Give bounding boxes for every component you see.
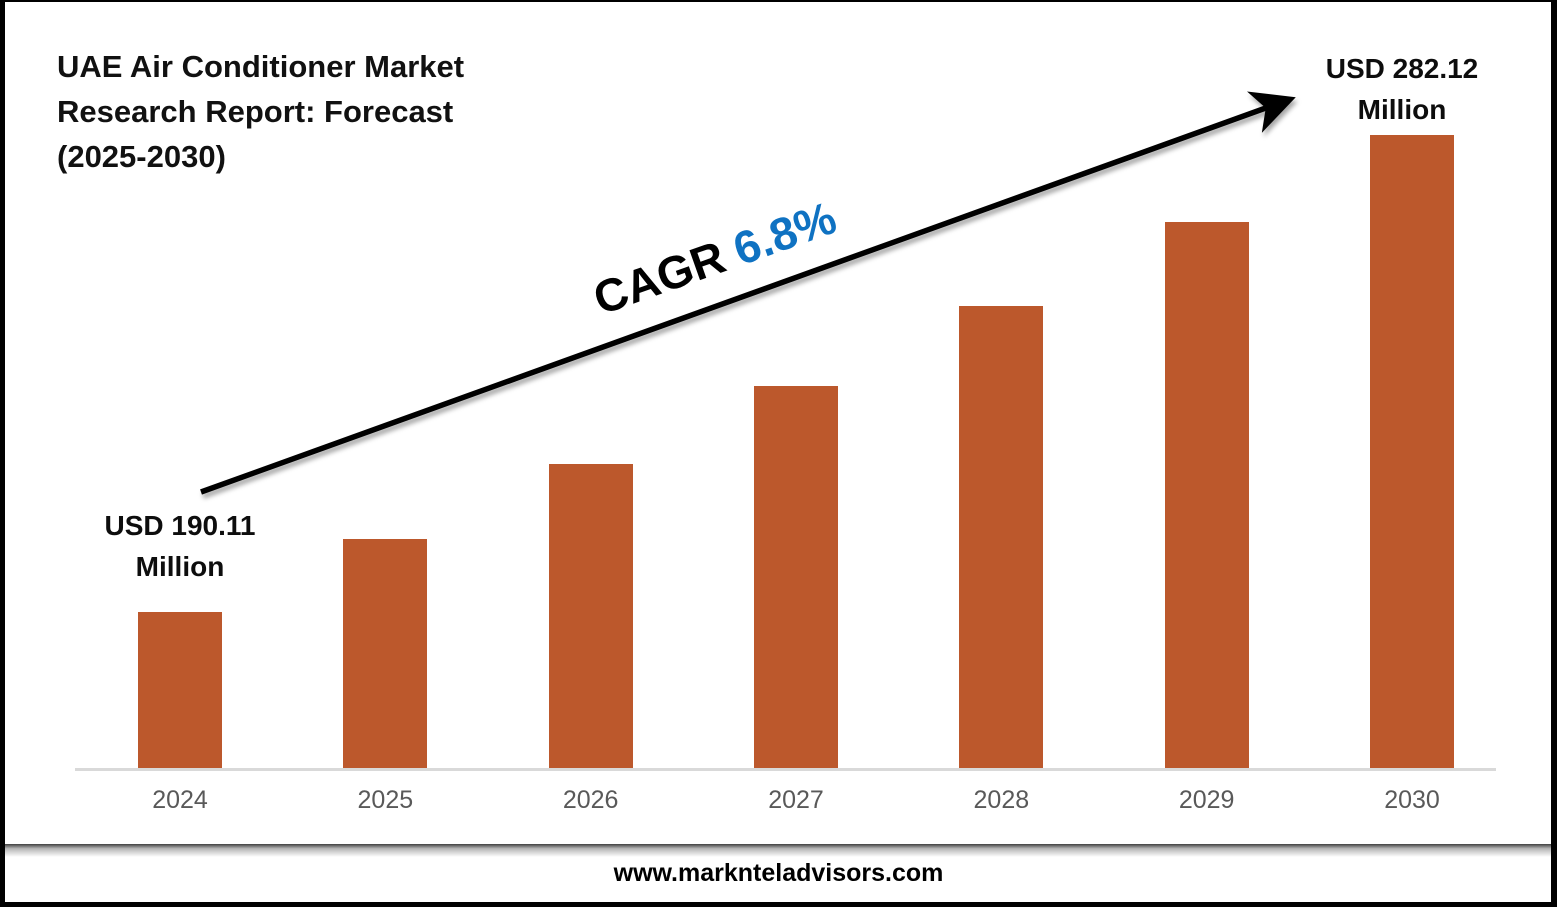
bar-2026	[548, 464, 633, 770]
chart-title: UAE Air Conditioner Market Research Repo…	[57, 44, 464, 179]
bar-2024	[138, 612, 222, 770]
value-label-2030-line2: Million	[1357, 94, 1447, 125]
x-tick-2030: 2030	[1384, 786, 1440, 814]
footer-divider-shadow	[0, 844, 1557, 857]
value-label-2030: USD 282.12 Million	[1262, 48, 1542, 130]
x-tick-2027: 2027	[768, 786, 824, 814]
x-tick-2028: 2028	[973, 786, 1030, 814]
footer-band: www.marknteladvisors.com	[0, 844, 1557, 907]
footer-website-link[interactable]: www.marknteladvisors.com	[613, 859, 944, 887]
bar-2030	[1370, 135, 1454, 770]
value-label-2024: USD 190.11 Million	[40, 505, 320, 587]
bar-2028	[959, 305, 1044, 770]
x-axis-line	[75, 768, 1496, 771]
bar-2025	[343, 539, 428, 770]
x-tick-2025: 2025	[357, 786, 414, 814]
bar-2029	[1164, 221, 1249, 770]
value-label-2030-line1: USD 282.12	[1325, 53, 1479, 84]
chart-title-line-1: UAE Air Conditioner Market	[57, 49, 465, 84]
chart-title-line-3: (2025-2030)	[57, 139, 226, 174]
bar-2027	[754, 386, 838, 770]
value-label-2024-line1: USD 190.11	[104, 510, 256, 541]
value-label-2024-line2: Million	[135, 551, 225, 582]
x-tick-2029: 2029	[1178, 786, 1235, 814]
chart-title-line-2: Research Report: Forecast	[57, 94, 454, 129]
x-tick-2026: 2026	[562, 786, 619, 814]
x-tick-2024: 2024	[152, 786, 208, 814]
